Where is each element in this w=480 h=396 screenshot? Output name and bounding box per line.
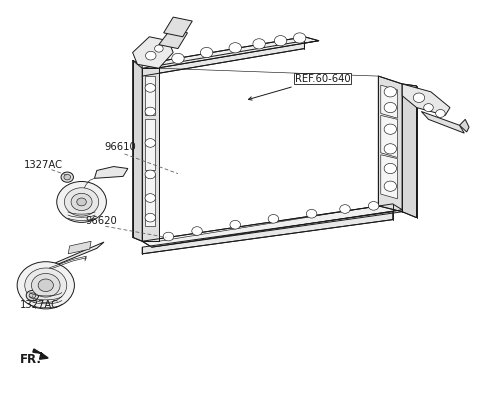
Polygon shape bbox=[142, 68, 159, 241]
Circle shape bbox=[200, 48, 213, 58]
Circle shape bbox=[230, 221, 240, 229]
Circle shape bbox=[436, 110, 445, 117]
Polygon shape bbox=[142, 37, 319, 68]
Polygon shape bbox=[402, 84, 450, 115]
Circle shape bbox=[384, 87, 396, 97]
Circle shape bbox=[229, 43, 241, 53]
Circle shape bbox=[38, 279, 53, 291]
Circle shape bbox=[253, 39, 265, 49]
Polygon shape bbox=[159, 29, 188, 49]
Circle shape bbox=[29, 293, 36, 298]
Circle shape bbox=[61, 172, 73, 182]
Circle shape bbox=[424, 104, 433, 112]
Polygon shape bbox=[132, 37, 173, 68]
Circle shape bbox=[145, 170, 156, 179]
Text: 96610: 96610 bbox=[104, 142, 136, 152]
Circle shape bbox=[64, 174, 71, 180]
Polygon shape bbox=[47, 242, 104, 269]
Polygon shape bbox=[144, 76, 155, 115]
Circle shape bbox=[413, 93, 425, 103]
Circle shape bbox=[192, 227, 202, 235]
Circle shape bbox=[306, 209, 317, 218]
Text: 1327AC: 1327AC bbox=[24, 160, 63, 170]
Circle shape bbox=[145, 194, 156, 202]
Polygon shape bbox=[142, 212, 393, 254]
Polygon shape bbox=[132, 60, 142, 241]
Circle shape bbox=[57, 181, 107, 223]
Circle shape bbox=[26, 290, 38, 301]
Circle shape bbox=[384, 164, 396, 173]
Text: REF.60-640: REF.60-640 bbox=[295, 74, 350, 84]
Circle shape bbox=[145, 139, 156, 147]
Polygon shape bbox=[164, 17, 192, 37]
Polygon shape bbox=[95, 167, 128, 178]
Polygon shape bbox=[144, 174, 155, 226]
Circle shape bbox=[384, 144, 396, 154]
Circle shape bbox=[384, 103, 396, 113]
Polygon shape bbox=[144, 119, 155, 170]
Circle shape bbox=[275, 36, 287, 46]
Circle shape bbox=[25, 268, 67, 303]
Polygon shape bbox=[68, 241, 91, 254]
Circle shape bbox=[145, 213, 156, 222]
Circle shape bbox=[293, 33, 306, 43]
Circle shape bbox=[145, 107, 156, 116]
Circle shape bbox=[384, 124, 396, 134]
Polygon shape bbox=[142, 41, 304, 76]
Polygon shape bbox=[459, 119, 469, 132]
Polygon shape bbox=[381, 155, 397, 199]
Circle shape bbox=[163, 232, 174, 241]
Polygon shape bbox=[33, 349, 48, 359]
Circle shape bbox=[77, 198, 86, 206]
Circle shape bbox=[32, 274, 60, 297]
Polygon shape bbox=[381, 85, 397, 118]
Circle shape bbox=[17, 262, 74, 309]
Circle shape bbox=[384, 181, 396, 191]
Circle shape bbox=[145, 51, 156, 60]
Polygon shape bbox=[142, 204, 402, 247]
Text: FR.: FR. bbox=[20, 353, 42, 366]
Polygon shape bbox=[402, 84, 417, 218]
Text: 1327AC: 1327AC bbox=[20, 300, 59, 310]
Circle shape bbox=[368, 202, 379, 210]
Circle shape bbox=[340, 205, 350, 213]
Circle shape bbox=[145, 84, 156, 92]
Polygon shape bbox=[421, 112, 464, 133]
Polygon shape bbox=[381, 115, 397, 158]
Text: 96620: 96620 bbox=[85, 215, 117, 226]
Circle shape bbox=[71, 193, 92, 211]
Circle shape bbox=[268, 215, 279, 223]
Circle shape bbox=[155, 45, 163, 52]
Polygon shape bbox=[378, 76, 402, 212]
Circle shape bbox=[172, 53, 184, 63]
Circle shape bbox=[64, 188, 99, 216]
